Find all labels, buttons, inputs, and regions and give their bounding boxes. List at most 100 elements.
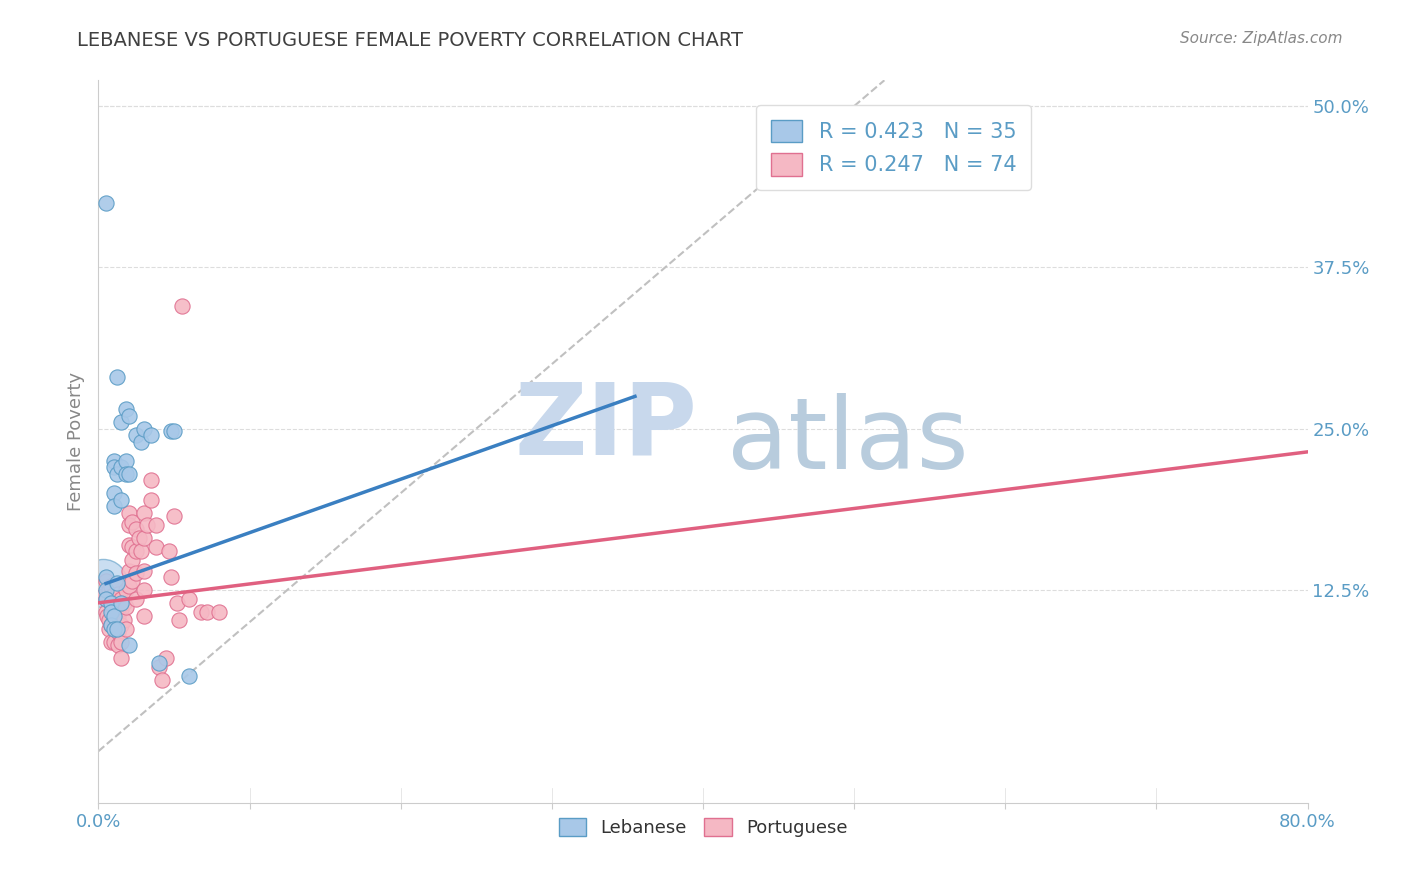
Point: [103, 460, 125, 475]
Point: [110, 460, 132, 475]
Point: [98, 613, 121, 627]
Point: [103, 602, 125, 616]
Point: [166, 596, 188, 610]
Point: [103, 591, 125, 606]
Point: [103, 608, 125, 623]
Point: [105, 622, 128, 636]
Point: [98, 582, 121, 597]
Point: [121, 515, 143, 529]
Point: [121, 574, 143, 588]
Point: [132, 608, 155, 623]
Point: [125, 566, 148, 581]
Point: [114, 402, 136, 417]
Point: [145, 518, 167, 533]
Point: [103, 486, 125, 500]
Point: [170, 299, 193, 313]
Point: [100, 596, 122, 610]
Point: [141, 492, 163, 507]
Point: [160, 570, 183, 584]
Point: [103, 622, 125, 636]
Point: [110, 415, 132, 429]
Text: Source: ZipAtlas.com: Source: ZipAtlas.com: [1180, 31, 1343, 46]
Point: [107, 639, 129, 653]
Point: [94, 591, 117, 606]
Point: [94, 574, 117, 588]
Point: [100, 579, 122, 593]
Legend: Lebanese, Portuguese: Lebanese, Portuguese: [551, 811, 855, 845]
Y-axis label: Female Poverty: Female Poverty: [66, 372, 84, 511]
Point: [167, 613, 190, 627]
Point: [118, 579, 141, 593]
Text: LEBANESE VS PORTUGUESE FEMALE POVERTY CORRELATION CHART: LEBANESE VS PORTUGUESE FEMALE POVERTY CO…: [77, 31, 744, 50]
Point: [94, 195, 117, 210]
Point: [118, 538, 141, 552]
Point: [105, 370, 128, 384]
Point: [103, 499, 125, 513]
Point: [148, 657, 170, 671]
Point: [145, 541, 167, 555]
Point: [112, 596, 135, 610]
Point: [132, 564, 155, 578]
Point: [100, 634, 122, 648]
Point: [100, 617, 122, 632]
Point: [129, 544, 152, 558]
Point: [110, 634, 132, 648]
Point: [155, 651, 177, 665]
Point: [179, 669, 201, 683]
Point: [148, 660, 170, 674]
Point: [105, 617, 128, 632]
Point: [128, 531, 150, 545]
Point: [94, 582, 117, 597]
Point: [160, 424, 183, 438]
Point: [107, 587, 129, 601]
Point: [100, 617, 122, 632]
Point: [114, 582, 136, 597]
Point: [91, 590, 114, 604]
Point: [105, 596, 128, 610]
Point: [118, 639, 141, 653]
Point: [110, 602, 132, 616]
Point: [195, 605, 218, 619]
Point: [105, 576, 128, 591]
Point: [132, 422, 155, 436]
Point: [110, 591, 132, 606]
Point: [103, 617, 125, 632]
Point: [96, 608, 118, 623]
Point: [103, 634, 125, 648]
Point: [118, 518, 141, 533]
Point: [129, 434, 152, 449]
Point: [98, 622, 121, 636]
Point: [105, 467, 128, 481]
Point: [132, 506, 155, 520]
Point: [94, 605, 117, 619]
Point: [110, 651, 132, 665]
Point: [159, 544, 181, 558]
Point: [114, 622, 136, 636]
Point: [125, 544, 148, 558]
Point: [114, 599, 136, 614]
Point: [91, 576, 114, 591]
Point: [100, 605, 122, 619]
Point: [179, 591, 201, 606]
Point: [121, 553, 143, 567]
Text: atlas: atlas: [727, 393, 969, 490]
Point: [163, 424, 186, 438]
Point: [118, 564, 141, 578]
Point: [118, 506, 141, 520]
Point: [208, 605, 231, 619]
Point: [132, 582, 155, 597]
Point: [107, 608, 129, 623]
Point: [141, 428, 163, 442]
Point: [150, 673, 173, 688]
Point: [101, 605, 124, 619]
Point: [190, 605, 212, 619]
Point: [110, 492, 132, 507]
Point: [125, 428, 148, 442]
Point: [118, 467, 141, 481]
Point: [107, 625, 129, 640]
Point: [114, 467, 136, 481]
Point: [141, 473, 163, 487]
Point: [94, 570, 117, 584]
Text: ZIP: ZIP: [515, 378, 697, 475]
Point: [105, 605, 128, 619]
